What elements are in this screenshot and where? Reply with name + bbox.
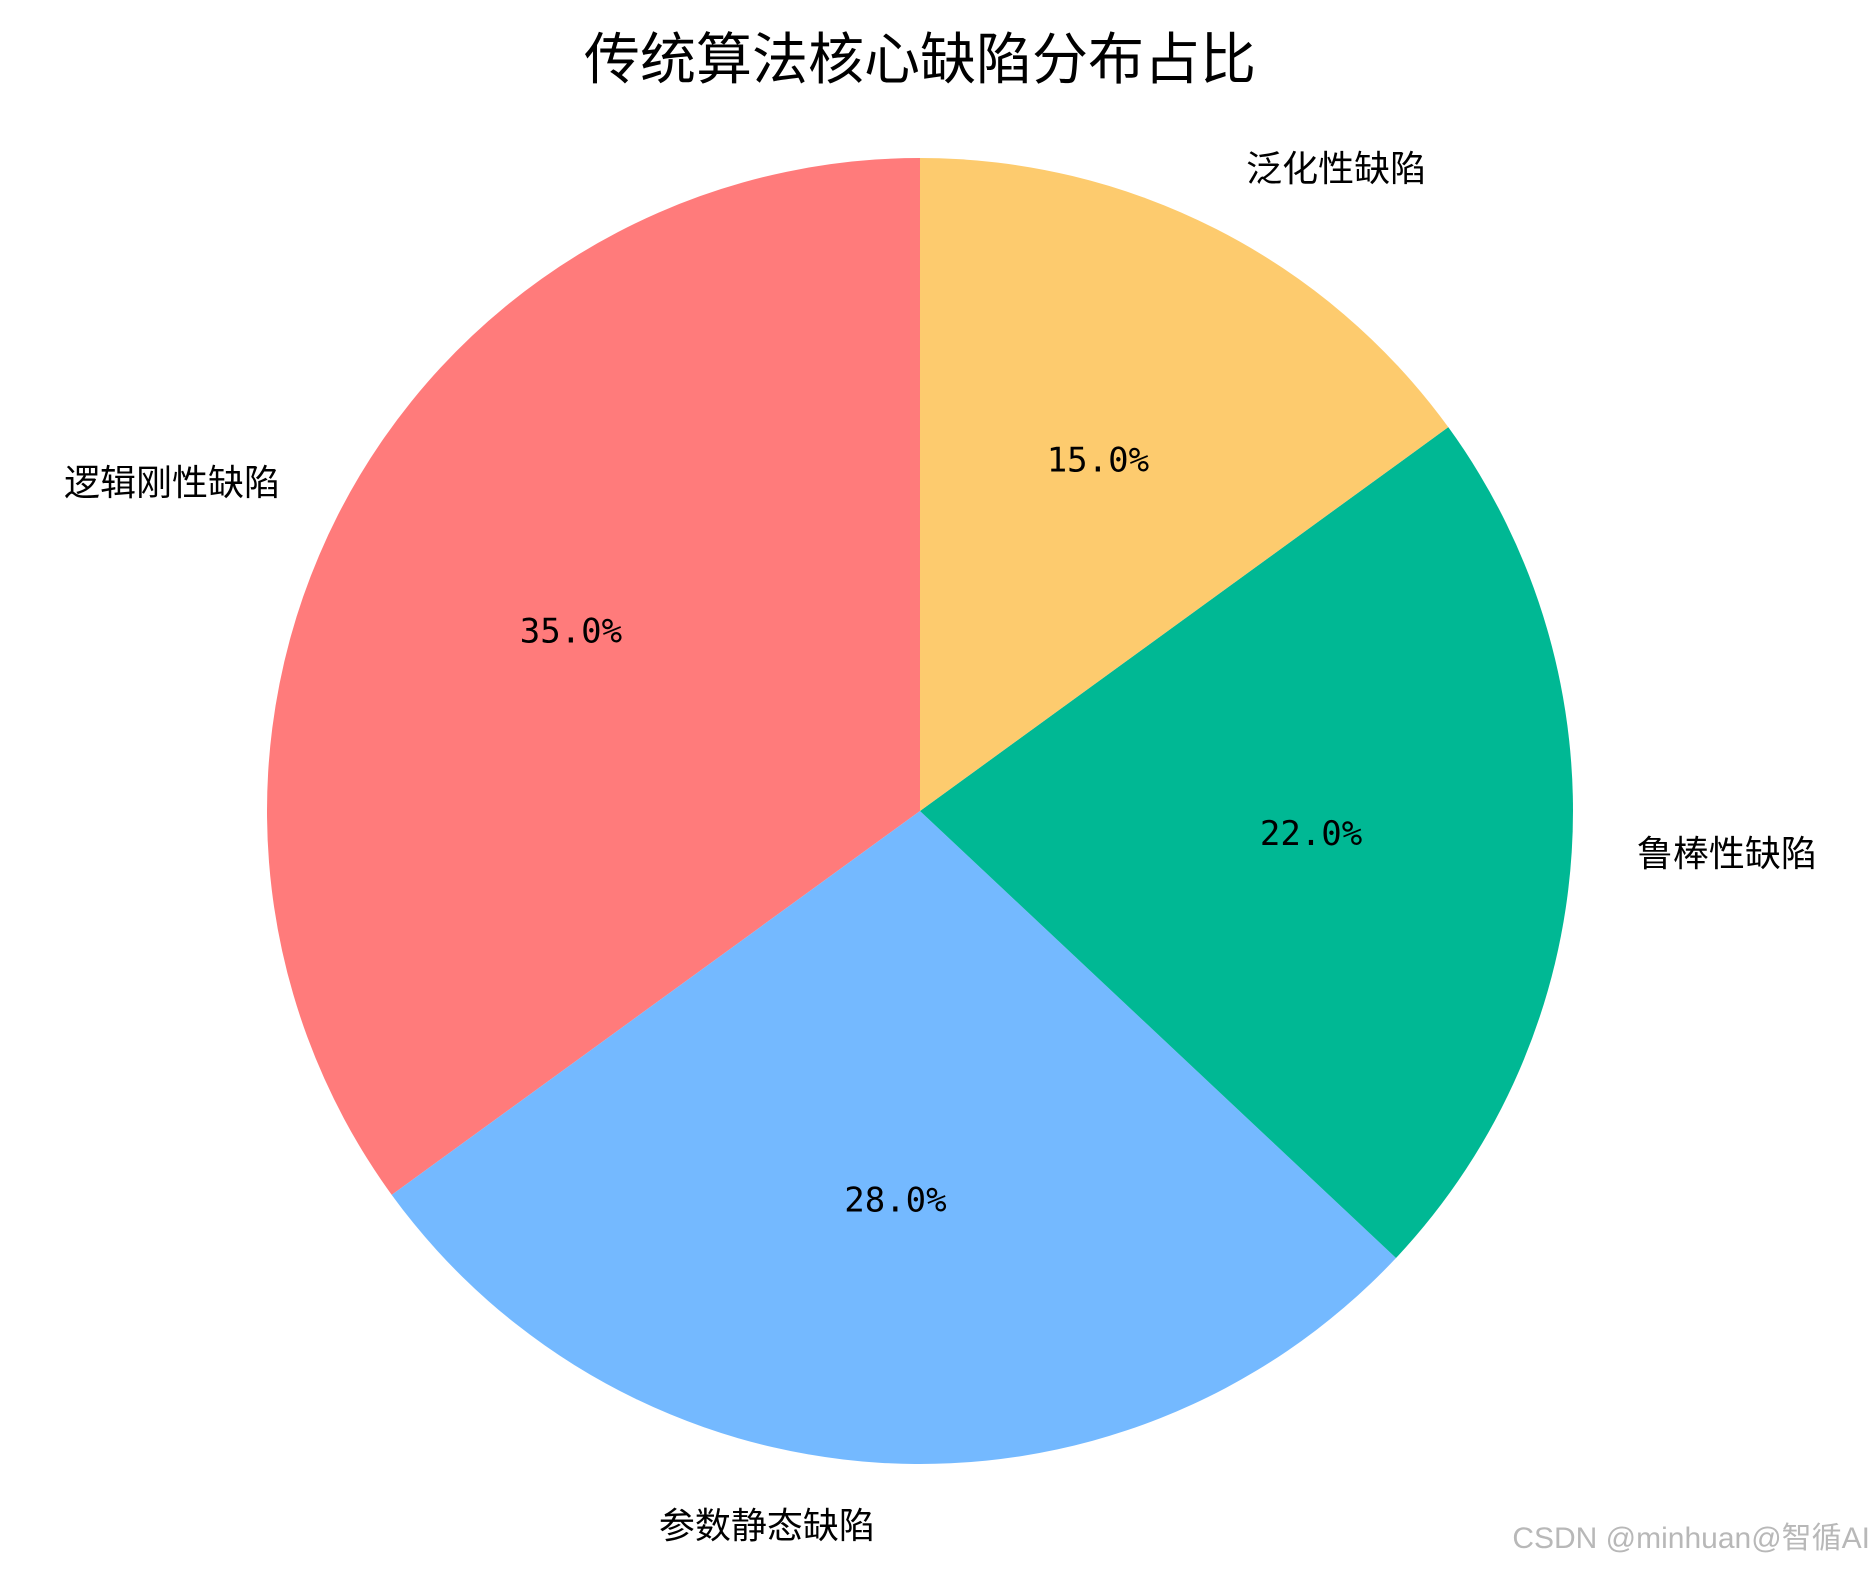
pie-slice: [391, 811, 1397, 1464]
pie-slice: [920, 427, 1573, 1259]
chart-title: 传统算法核心缺陷分布占比: [584, 28, 1256, 93]
percent-label: 22.0%: [1260, 814, 1362, 854]
watermark: CSDN @minhuan@智循AI: [1512, 1522, 1870, 1555]
slice-label: 参数静态缺陷: [659, 1506, 875, 1547]
percent-label: 28.0%: [844, 1181, 946, 1221]
pie: 逻辑刚性缺陷 35.0% 参数静态缺陷 28.0% 鲁棒性缺陷 22.0% 泛化性缺陷 15.…: [64, 149, 1817, 1547]
percent-label: 35.0%: [520, 612, 622, 652]
slice-label: 泛化性缺陷: [1246, 149, 1426, 190]
pie-slice: [920, 158, 1449, 811]
slice-label: 逻辑刚性缺陷: [64, 463, 280, 504]
slice-label: 鲁棒性缺陷: [1637, 834, 1817, 875]
percent-label: 15.0%: [1047, 440, 1149, 480]
pie-slice: [267, 158, 920, 1195]
